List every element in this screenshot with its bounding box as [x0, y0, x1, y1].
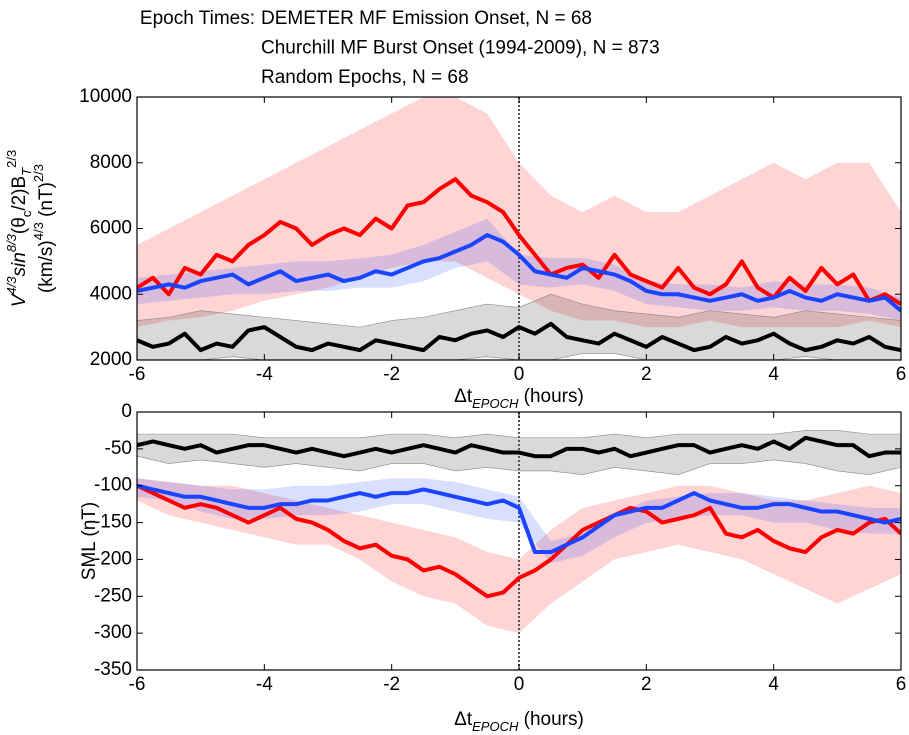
y-axis-label: (km/s)4/3 (nT)2/3 [31, 164, 57, 293]
x-tick-label: -6 [129, 364, 146, 385]
label-part: EPOCH [472, 719, 519, 734]
y-tick-label: -50 [105, 438, 132, 459]
series-line [137, 483, 901, 599]
label-part: (hours) [518, 709, 583, 730]
x-tick-label: 0 [514, 364, 525, 385]
x-tick-label: 2 [641, 674, 652, 695]
label-part: Δt [454, 709, 473, 730]
label-part: (nT) [36, 182, 57, 222]
label-part: 2/3 [4, 150, 19, 168]
series-line [137, 233, 901, 313]
y-tick-label: 0 [121, 401, 132, 422]
y-tick-label: -250 [94, 585, 132, 606]
y-tick-label: -300 [94, 622, 132, 643]
y-tick-label: -200 [94, 548, 132, 569]
x-axis-label: ΔtEPOCH (hours) [454, 709, 584, 734]
plot-area [137, 97, 901, 360]
x-tick-label: 6 [896, 674, 907, 695]
label-part: EPOCH [472, 396, 519, 411]
band [137, 478, 901, 634]
x-tick-label: -4 [256, 364, 273, 385]
y-tick-label: -100 [94, 475, 132, 496]
y-tick-label: 2000 [90, 349, 132, 370]
label-part: 4/3 [31, 222, 46, 240]
x-axis-label: ΔtEPOCH (hours) [454, 386, 584, 411]
legend-entry: Random Epochs, N = 68 [261, 67, 469, 88]
x-tick-label: -6 [129, 674, 146, 695]
label-part: /2)B [9, 176, 30, 211]
y-axis-label: V4/3sin8/3(θc/2)BT2/3 [4, 150, 34, 307]
band [137, 97, 901, 328]
y-tick-label: -150 [94, 512, 132, 533]
series-line [137, 435, 901, 459]
y-axis-label: SML (nT) [79, 502, 100, 580]
legend-entry: DEMETER MF Emission Onset, N = 68 [261, 8, 592, 29]
series-line [137, 483, 901, 555]
label-part: Δt [454, 386, 473, 407]
y-tick-label: 6000 [90, 218, 132, 239]
label-part: 2/3 [31, 164, 46, 182]
label-part: SML (nT) [79, 502, 100, 580]
series-line [137, 321, 901, 353]
y-tick-label: 8000 [90, 152, 132, 173]
x-tick-label: 4 [768, 364, 779, 385]
y-tick-label: 4000 [90, 283, 132, 304]
label-part: 4/3 [4, 276, 19, 295]
legend-entry: Churchill MF Burst Onset (1994-2009), N … [261, 38, 660, 59]
label-part: 8/3 [4, 233, 19, 252]
x-tick-label: -2 [383, 674, 400, 695]
x-tick-label: 6 [896, 364, 907, 385]
label-part: (km/s) [36, 240, 57, 293]
x-tick-label: 4 [768, 674, 779, 695]
x-tick-label: -2 [383, 364, 400, 385]
legend-title: Epoch Times: [140, 8, 255, 29]
label-part: (hours) [518, 386, 583, 407]
x-tick-label: -4 [256, 674, 273, 695]
y-tick-label: -350 [94, 659, 132, 680]
label-part: V [9, 292, 30, 307]
label-part: T [19, 167, 34, 176]
label-part: (θ [9, 217, 30, 234]
x-tick-label: 2 [641, 364, 652, 385]
plot-area [137, 412, 901, 670]
label-part: c [19, 210, 34, 217]
y-tick-label: 10000 [79, 86, 132, 107]
x-tick-label: 0 [514, 674, 525, 695]
label-part: sin [9, 252, 30, 276]
